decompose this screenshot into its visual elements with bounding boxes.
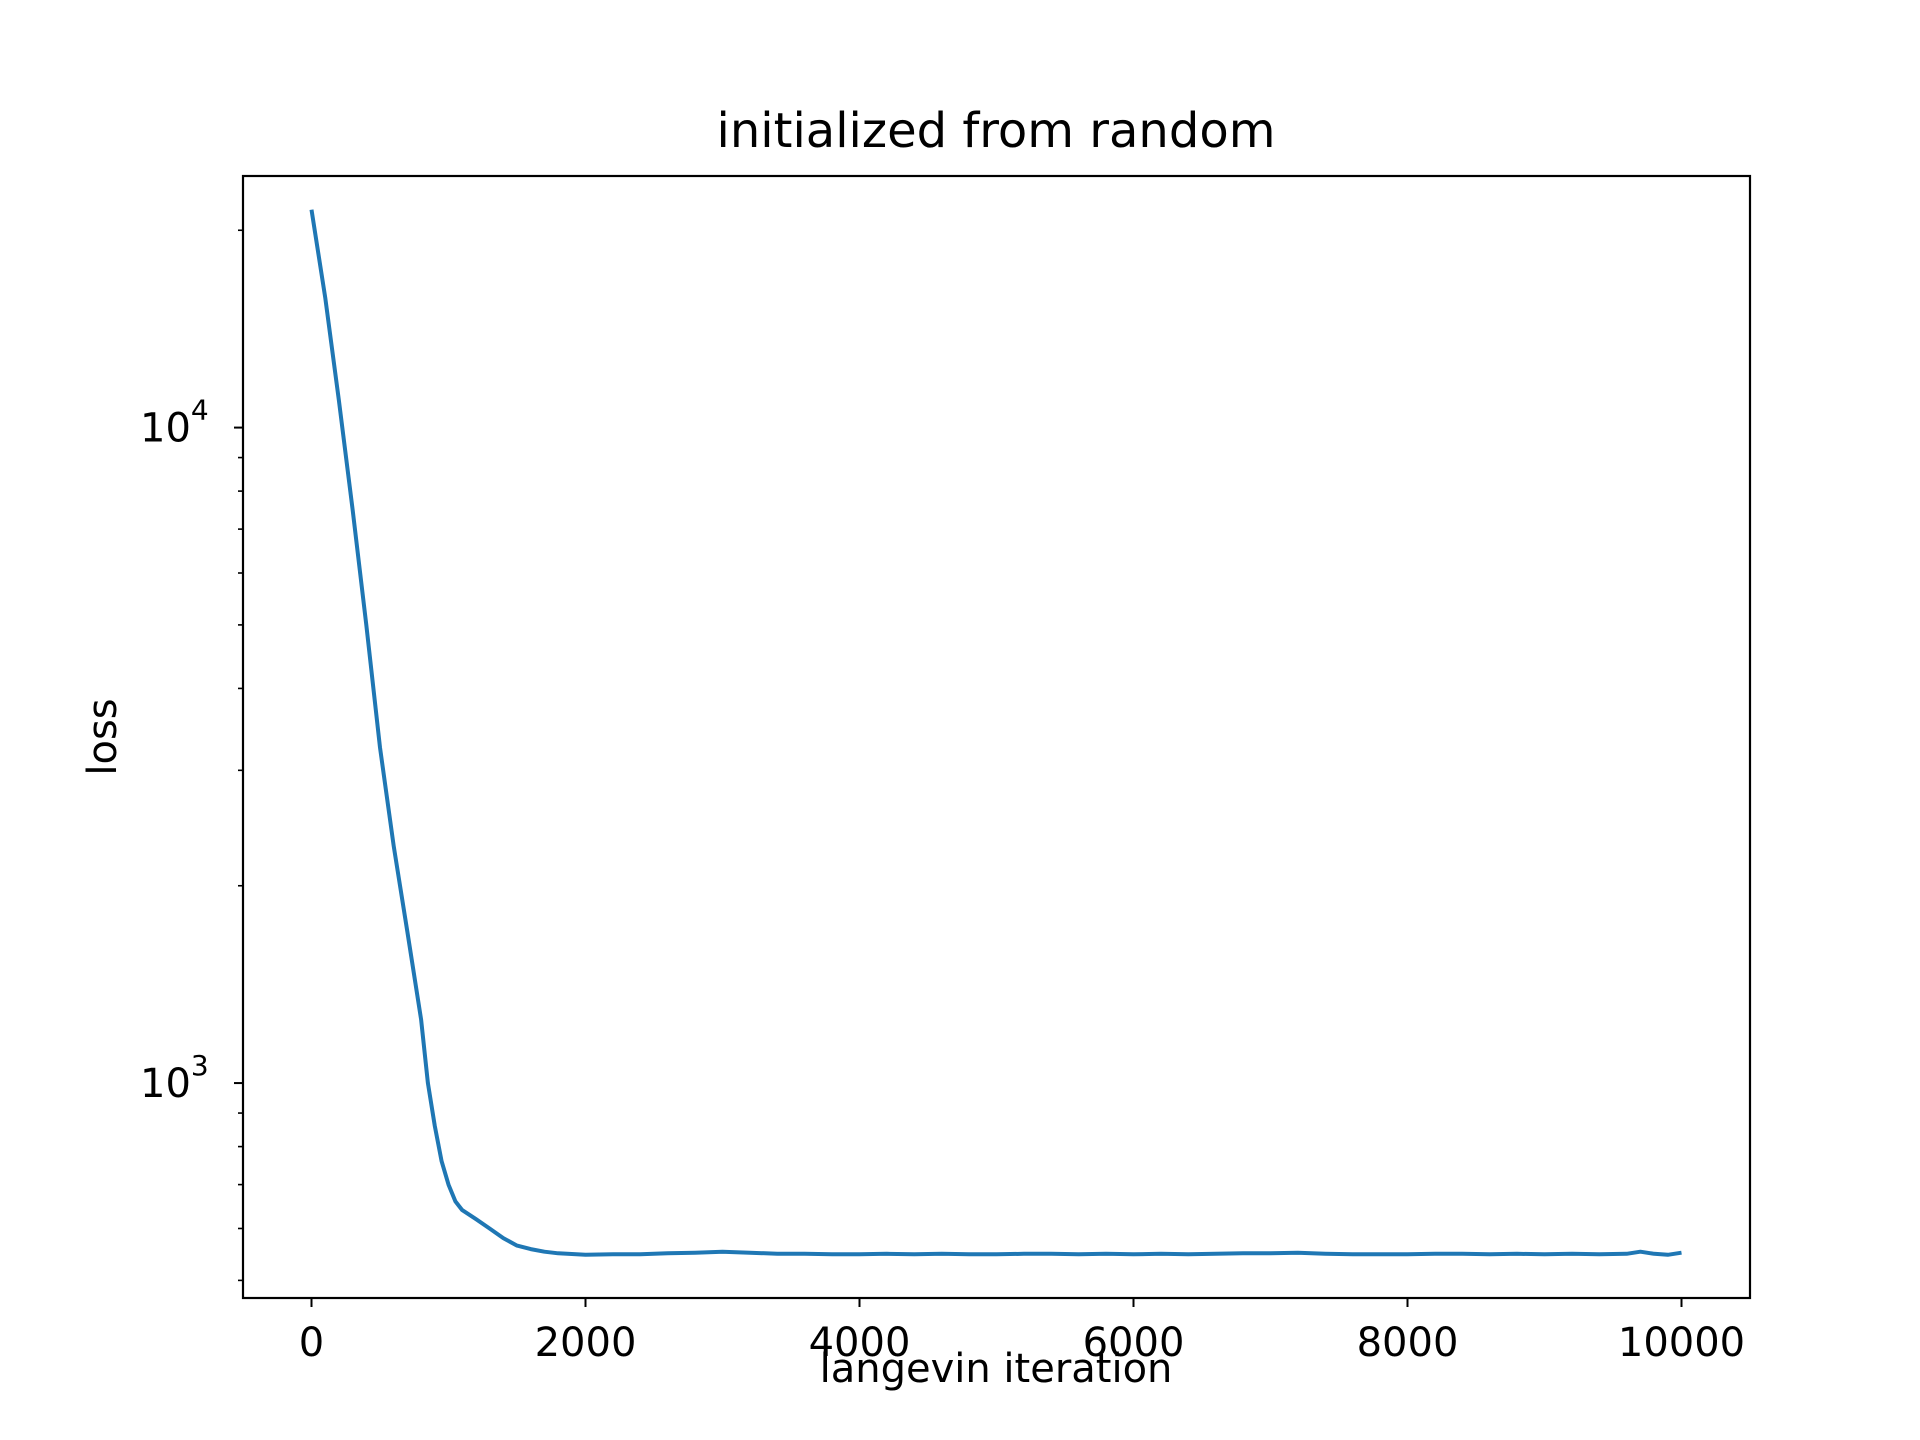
y-axis-label: loss: [80, 698, 126, 775]
x-tick-label: 10000: [1618, 1320, 1745, 1366]
x-tick-label: 4000: [809, 1320, 911, 1366]
x-tick-label: 2000: [535, 1320, 637, 1366]
y-tick-label: 104: [140, 394, 209, 452]
axes-frame: [241, 174, 1752, 1300]
x-tick-label: 6000: [1083, 1320, 1185, 1366]
x-tick-label: 8000: [1357, 1320, 1459, 1366]
x-axis-label: langevin iteration: [820, 1346, 1173, 1392]
plot-area: [309, 209, 1682, 1257]
y-tick-label: 103: [140, 1049, 209, 1107]
y-axis: 103 104: [140, 229, 243, 1282]
x-axis: 0 2000 4000 6000 8000 10000: [299, 1298, 1745, 1366]
chart-title: initialized from random: [717, 103, 1276, 159]
x-tick-label: 0: [299, 1320, 324, 1366]
series-line-0: [309, 209, 1682, 1257]
